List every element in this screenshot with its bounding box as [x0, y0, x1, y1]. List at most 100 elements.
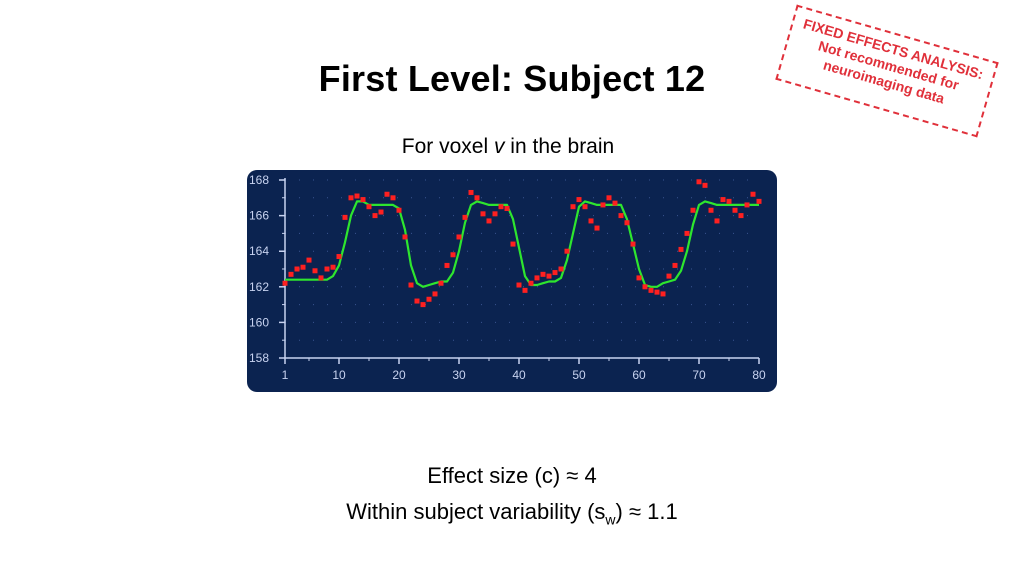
data-point: [426, 296, 432, 302]
data-point: [492, 211, 498, 217]
data-point: [552, 270, 558, 276]
variability-subscript: w: [605, 511, 616, 528]
data-point: [570, 204, 576, 210]
data-point: [300, 264, 306, 270]
data-point: [654, 289, 660, 295]
data-point: [696, 179, 702, 185]
x-tick-label: 20: [392, 368, 406, 382]
data-point: [402, 234, 408, 240]
x-tick-label: 40: [512, 368, 526, 382]
data-point: [672, 262, 678, 268]
model-fit-line: [285, 200, 759, 288]
chart-panel: 158 160 162 164 166 168 1 10 20 30 40 50 60 70 80: [247, 170, 777, 392]
data-point: [324, 266, 330, 272]
data-point: [600, 202, 606, 208]
data-point: [588, 218, 594, 224]
data-point: [462, 214, 468, 220]
y-tick-label: 160: [249, 315, 269, 329]
x-tick-label: 30: [452, 368, 466, 382]
data-point: [732, 207, 738, 213]
data-point: [498, 204, 504, 210]
statistics-text: Effect size (c) ≈ 4 Within subject varia…: [0, 458, 1024, 537]
data-point: [642, 284, 648, 290]
data-point: [516, 282, 522, 288]
data-point: [360, 197, 366, 203]
warning-stamp: FIXED EFFECTS ANALYSIS: Not recommended …: [775, 4, 999, 138]
data-point: [564, 248, 570, 254]
data-point: [480, 211, 486, 217]
data-point: [432, 291, 438, 297]
data-point: [444, 262, 450, 268]
data-point: [450, 252, 456, 258]
data-point: [474, 195, 480, 201]
data-point: [282, 280, 288, 286]
data-point: [750, 191, 756, 197]
data-point: [636, 275, 642, 281]
data-point: [582, 204, 588, 210]
y-tick-label: 162: [249, 280, 269, 294]
x-tick-label: 1: [282, 368, 289, 382]
x-tick-label: 80: [752, 368, 766, 382]
data-point: [558, 266, 564, 272]
data-point: [648, 287, 654, 293]
caption-variable: v: [493, 135, 505, 158]
data-point: [318, 275, 324, 281]
data-point: [504, 205, 510, 211]
variability-suffix: ) ≈ 1.1: [615, 499, 678, 524]
page-title: First Level: Subject 12: [318, 58, 706, 99]
data-point: [396, 207, 402, 213]
data-point: [456, 234, 462, 240]
y-tick-label: 166: [249, 209, 269, 223]
data-point: [522, 287, 528, 293]
data-point: [690, 207, 696, 213]
data-point: [378, 209, 384, 215]
data-point: [408, 282, 414, 288]
data-point: [756, 198, 762, 204]
data-point: [630, 241, 636, 247]
data-point: [420, 302, 426, 308]
time-series-chart: 158 160 162 164 166 168 1 10 20 30 40 50 60 70 80: [249, 173, 766, 382]
data-point: [330, 264, 336, 270]
data-point: [288, 271, 294, 277]
data-point: [660, 291, 666, 297]
data-point: [510, 241, 516, 247]
caption-prefix: For voxel: [401, 135, 494, 158]
data-point: [438, 280, 444, 286]
data-point: [606, 195, 612, 201]
variability-prefix: Within subject variability (s: [346, 499, 606, 524]
data-point: [294, 266, 300, 272]
x-tick-label: 60: [632, 368, 646, 382]
data-point: [312, 268, 318, 274]
data-point: [354, 193, 360, 199]
data-point: [414, 298, 420, 304]
data-point: [738, 213, 744, 219]
data-point: [744, 202, 750, 208]
data-point: [576, 197, 582, 203]
data-point: [714, 218, 720, 224]
x-tick-label: 70: [692, 368, 706, 382]
data-point: [468, 189, 474, 195]
y-tick-label: 164: [249, 244, 269, 258]
data-point: [594, 225, 600, 231]
y-tick-label: 158: [249, 351, 269, 365]
data-point: [306, 257, 312, 263]
y-tick-label: 168: [249, 173, 269, 187]
data-point: [486, 218, 492, 224]
data-point: [612, 200, 618, 206]
variability-text: Within subject variability (sw) ≈ 1.1: [0, 494, 1024, 537]
x-tick-label: 10: [332, 368, 346, 382]
caption-suffix: in the brain: [504, 135, 615, 158]
data-point: [684, 230, 690, 236]
data-point: [666, 273, 672, 279]
data-point: [384, 191, 390, 197]
data-point: [726, 198, 732, 204]
data-point: [702, 182, 708, 188]
data-point: [342, 214, 348, 220]
data-point: [678, 246, 684, 252]
effect-size-text: Effect size (c) ≈ 4: [427, 463, 597, 488]
data-point: [624, 220, 630, 226]
data-point: [366, 204, 372, 210]
data-point: [618, 213, 624, 219]
data-point: [528, 280, 534, 286]
data-point: [720, 197, 726, 203]
